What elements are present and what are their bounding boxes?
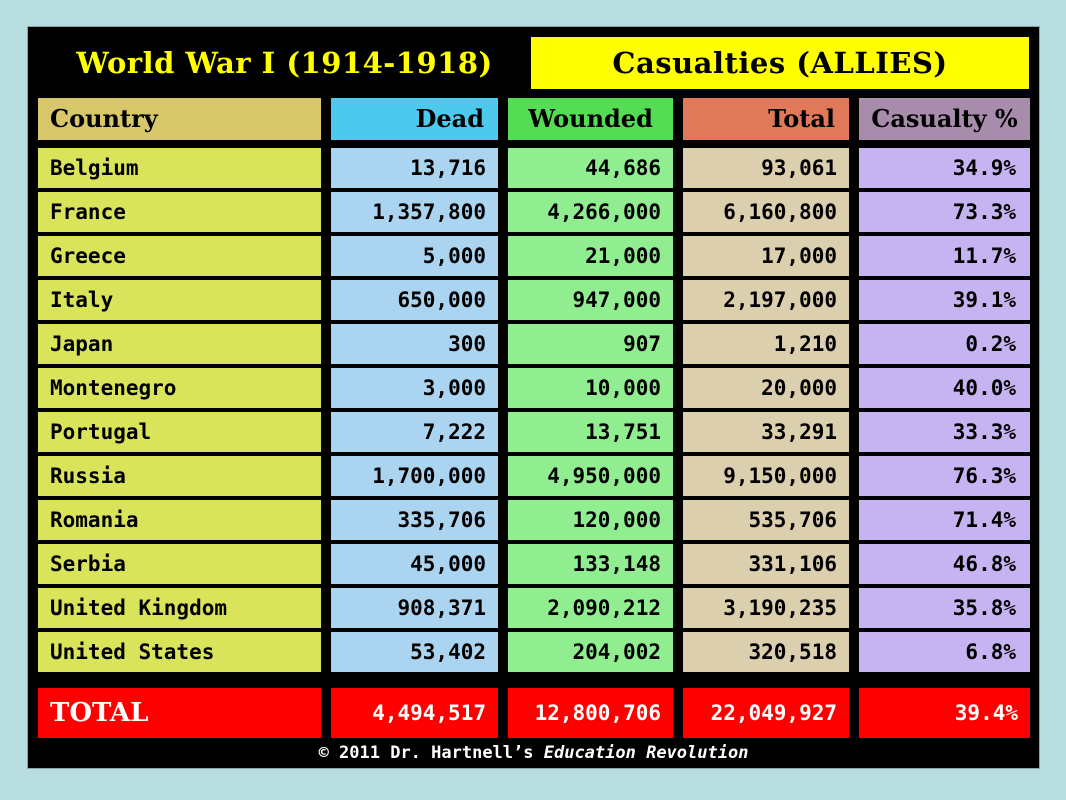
table-header: Country Dead Wounded Total Casualty % [38,98,1030,140]
dead-cell: 3,000 [331,368,498,408]
table-total-row: TOTAL 4,494,517 12,800,706 22,049,927 39… [38,688,1030,738]
country-cell: United Kingdom [38,588,321,628]
dead-cell: 53,402 [331,632,498,672]
dead-cell: 7,222 [331,412,498,452]
casualty-pct-cell: 39.1% [859,280,1030,320]
total-cell: 320,518 [683,632,849,672]
total-cell: 6,160,800 [683,192,849,232]
country-cell: Belgium [38,148,321,188]
country-cell: United States [38,632,321,672]
wounded-cell: 907 [508,324,673,364]
casualty-pct-cell: 40.0% [859,368,1030,408]
column-header-wounded: Wounded [508,98,673,140]
total-cell: 20,000 [683,368,849,408]
total-cell: 93,061 [683,148,849,188]
total-cell: 2,197,000 [683,280,849,320]
total-cell: 535,706 [683,500,849,540]
country-cell: Italy [38,280,321,320]
casualty-pct-cell: 34.9% [859,148,1030,188]
casualty-pct-cell: 33.3% [859,412,1030,452]
total-total-value: 22,049,927 [683,688,849,738]
total-casualty-pct-value: 39.4% [859,688,1030,738]
footer-credit-text: © 2011 Dr. Hartnell’s [318,743,544,763]
country-cell: Montenegro [38,368,321,408]
total-cell: 9,150,000 [683,456,849,496]
dead-cell: 908,371 [331,588,498,628]
casualty-pct-cell: 46.8% [859,544,1030,584]
main-panel: World War I (1914-1918) Casualties (ALLI… [27,26,1040,769]
dead-cell: 5,000 [331,236,498,276]
total-cell: 331,106 [683,544,849,584]
wounded-cell: 21,000 [508,236,673,276]
dead-cell: 335,706 [331,500,498,540]
dead-cell: 300 [331,324,498,364]
casualty-pct-cell: 76.3% [859,456,1030,496]
page-title: World War I (1914-1918) [76,46,493,80]
dead-cell: 650,000 [331,280,498,320]
table-body: Belgium 13,716 44,686 93,061 34.9% France 1,35… [38,148,1030,672]
wounded-cell: 44,686 [508,148,673,188]
column-header-casualty-pct: Casualty % [859,98,1030,140]
country-cell: Greece [38,236,321,276]
column-header-dead: Dead [331,98,498,140]
casualty-pct-cell: 11.7% [859,236,1030,276]
total-cell: 3,190,235 [683,588,849,628]
dead-cell: 1,357,800 [331,192,498,232]
total-dead-value: 4,494,517 [331,688,498,738]
country-cell: Portugal [38,412,321,452]
country-cell: Japan [38,324,321,364]
wounded-cell: 120,000 [508,500,673,540]
column-header-country: Country [38,98,321,140]
casualty-pct-cell: 35.8% [859,588,1030,628]
dead-cell: 13,716 [331,148,498,188]
total-wounded-value: 12,800,706 [508,688,673,738]
country-cell: Serbia [38,544,321,584]
total-cell: 17,000 [683,236,849,276]
wounded-cell: 2,090,212 [508,588,673,628]
footer-credit-brand: Education Revolution [543,743,749,763]
dead-cell: 1,700,000 [331,456,498,496]
country-cell: Romania [38,500,321,540]
casualty-pct-cell: 6.8% [859,632,1030,672]
column-header-total: Total [683,98,849,140]
wounded-cell: 13,751 [508,412,673,452]
subtitle-banner: Casualties (ALLIES) [531,37,1029,89]
wounded-cell: 4,950,000 [508,456,673,496]
wounded-cell: 204,002 [508,632,673,672]
wounded-cell: 4,266,000 [508,192,673,232]
title-row: World War I (1914-1918) Casualties (ALLI… [38,37,1029,89]
dead-cell: 45,000 [331,544,498,584]
casualty-pct-cell: 73.3% [859,192,1030,232]
wounded-cell: 133,148 [508,544,673,584]
total-cell: 1,210 [683,324,849,364]
footer-credit: © 2011 Dr. Hartnell’s Education Revoluti… [38,738,1029,770]
casualty-pct-cell: 71.4% [859,500,1030,540]
country-cell: France [38,192,321,232]
total-cell: 33,291 [683,412,849,452]
wounded-cell: 947,000 [508,280,673,320]
country-cell: Russia [38,456,321,496]
casualty-pct-cell: 0.2% [859,324,1030,364]
total-label: TOTAL [38,688,321,738]
wounded-cell: 10,000 [508,368,673,408]
